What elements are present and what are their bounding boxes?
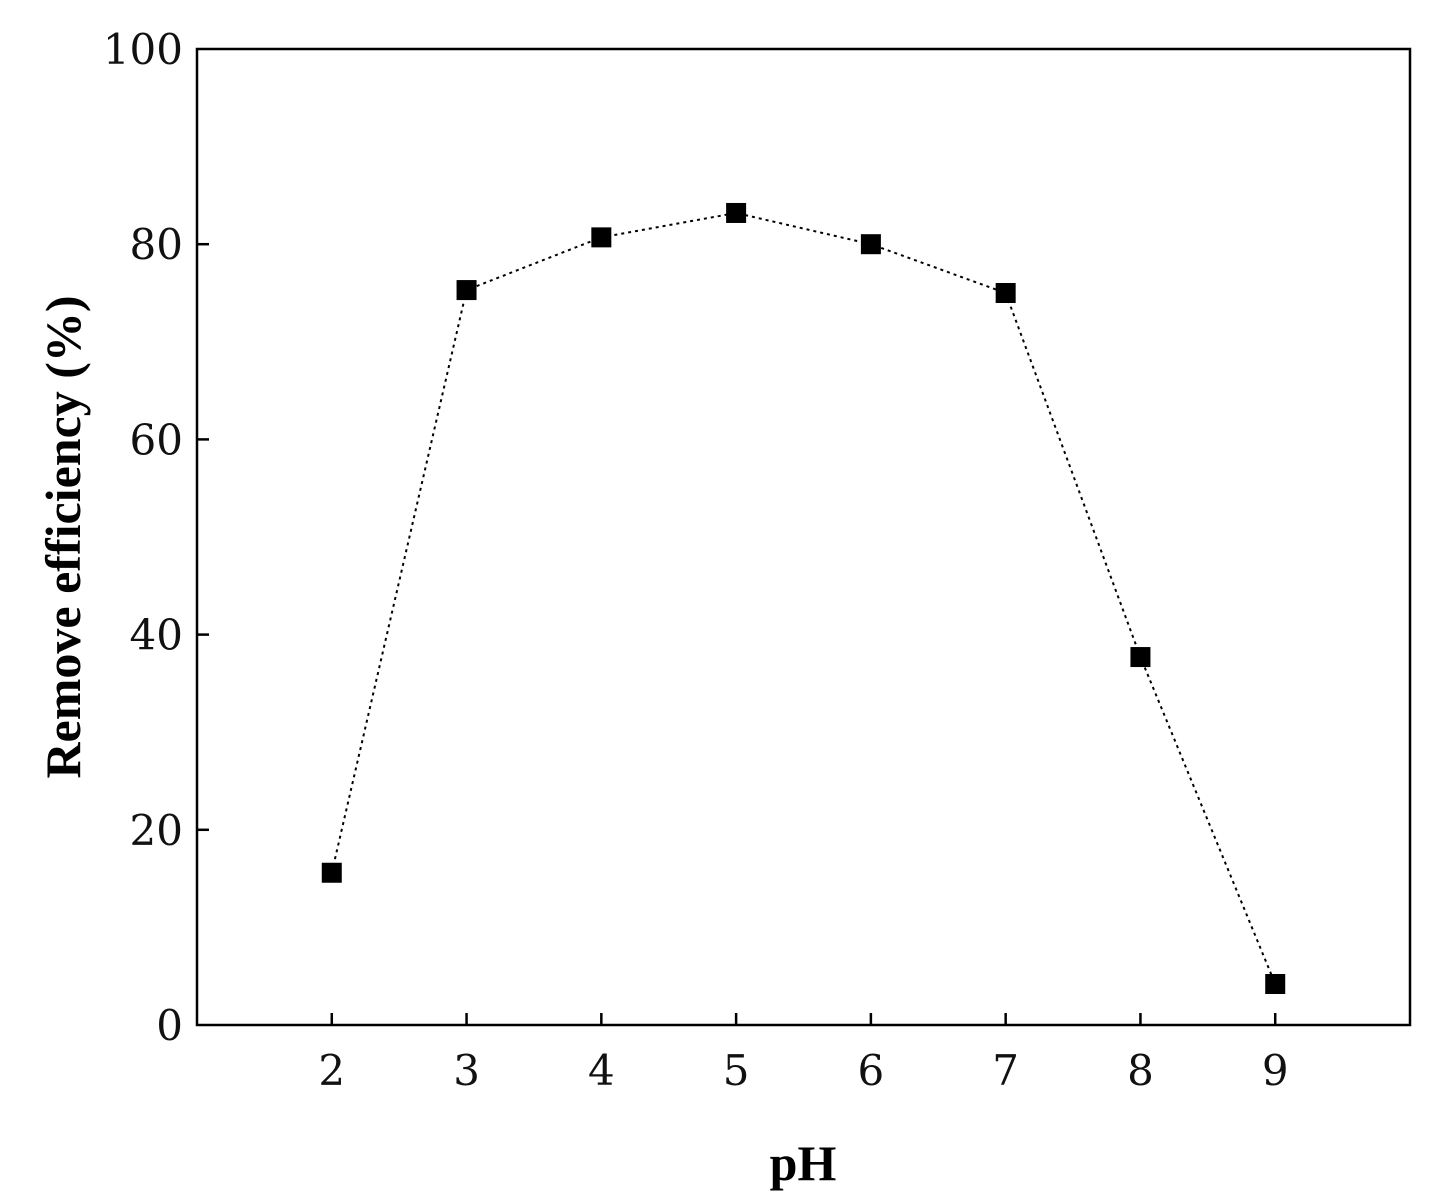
y-tick-label: 20: [130, 806, 183, 855]
y-tick-label: 100: [103, 25, 183, 74]
y-tick-label: 60: [130, 415, 183, 464]
plot-area: [321, 202, 1286, 995]
x-tick-label: 7: [992, 1046, 1019, 1095]
x-tick-label: 3: [453, 1046, 480, 1095]
y-tick-label: 40: [130, 611, 183, 660]
data-point: [1130, 647, 1151, 668]
x-tick-label: 5: [723, 1046, 750, 1095]
data-point: [1265, 974, 1286, 995]
x-tick-label: 6: [858, 1046, 885, 1095]
x-tick-label: 2: [318, 1046, 345, 1095]
data-point: [860, 234, 881, 255]
x-tick-label: 9: [1262, 1046, 1289, 1095]
data-point: [995, 283, 1016, 303]
y-axis: 0 20 40 60 80 100: [103, 25, 209, 1050]
x-axis-title: pH: [770, 1135, 837, 1191]
data-point: [726, 202, 747, 223]
y-tick-label: 80: [130, 220, 183, 269]
data-point: [321, 862, 342, 883]
y-axis-title: Remove efficiency (%): [35, 295, 91, 778]
data-point: [591, 227, 612, 248]
y-tick-label: 0: [156, 1001, 183, 1050]
x-axis: 2 3 4 5 6 7 8 9: [318, 1013, 1289, 1095]
x-tick-label: 8: [1127, 1046, 1154, 1095]
plot-frame: [195, 47, 1412, 1027]
x-tick-label: 4: [588, 1046, 615, 1095]
series-line: [330, 211, 1277, 985]
data-point: [456, 280, 477, 301]
